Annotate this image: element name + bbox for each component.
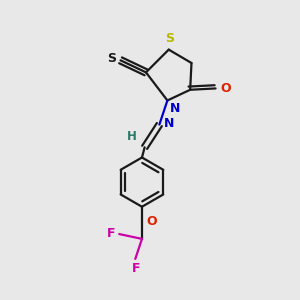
Text: F: F <box>132 262 140 275</box>
Text: S: S <box>165 32 174 45</box>
Text: F: F <box>107 227 115 240</box>
Text: H: H <box>127 130 137 142</box>
Text: N: N <box>169 102 180 115</box>
Text: O: O <box>220 82 231 95</box>
Text: S: S <box>107 52 116 65</box>
Text: N: N <box>164 117 175 130</box>
Text: O: O <box>147 215 158 228</box>
